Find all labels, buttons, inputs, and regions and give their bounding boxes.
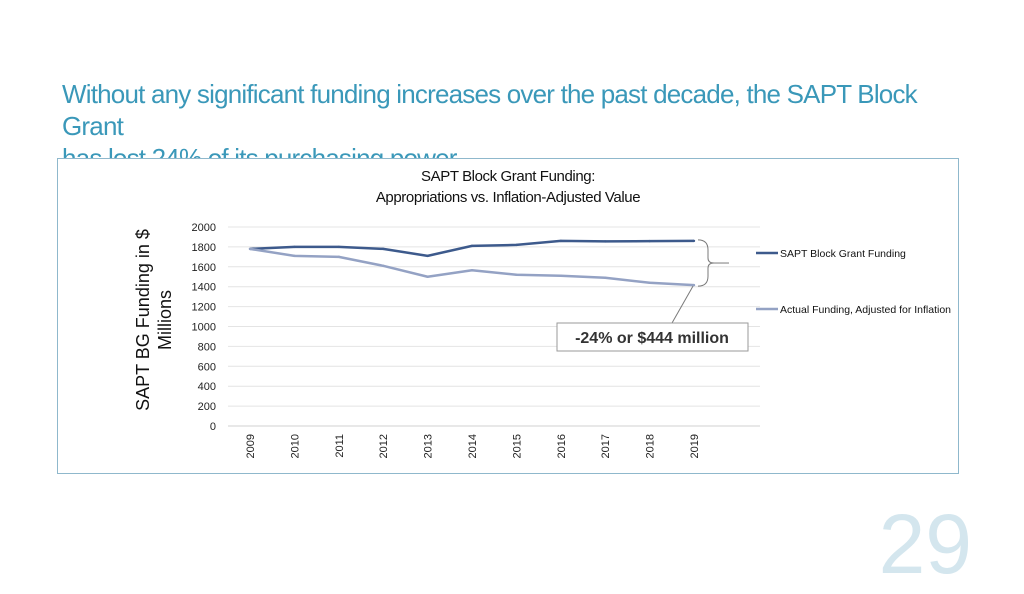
data-point (382, 264, 385, 268)
y-tick-label: 1400 (192, 282, 216, 294)
y-tick-label: 400 (198, 381, 216, 393)
y-tick-label: 1600 (192, 262, 216, 274)
y-tick-label: 200 (198, 401, 216, 413)
x-tick-label: 2018 (645, 434, 657, 458)
callout-box (556, 322, 749, 352)
x-tick-label: 2009 (245, 434, 257, 458)
data-point (648, 239, 651, 243)
callout-text: -24% or $444 million (575, 330, 729, 347)
data-point (293, 254, 296, 258)
data-point (692, 283, 696, 287)
x-tick-label: 2013 (423, 434, 435, 458)
x-tick-label: 2017 (600, 434, 612, 458)
data-point (337, 255, 340, 259)
data-point (559, 239, 562, 243)
data-point (604, 240, 607, 243)
chart-title-line-2: Appropriations vs. Inflation-Adjusted Va… (375, 189, 641, 206)
x-tick-label: 2011 (334, 434, 346, 458)
y-tick-label: 1800 (192, 242, 216, 254)
y-tick-label: 0 (210, 421, 216, 433)
series-line-1 (249, 239, 695, 258)
callout-leader (671, 285, 694, 324)
data-point (648, 281, 651, 284)
y-tick-label: 1200 (192, 302, 216, 314)
data-point (692, 239, 696, 243)
y-tick-label: 800 (198, 341, 216, 353)
x-tick-label: 2012 (378, 434, 390, 458)
data-point (337, 245, 340, 249)
data-point (470, 244, 474, 248)
data-point (515, 243, 518, 247)
legend-label-1: SAPT Block Grant Funding (780, 248, 906, 260)
chart-title: SAPT Block Grant Funding: Appropriations… (57, 166, 959, 208)
slide-title-line-1: Without any significant funding increase… (62, 79, 918, 141)
y-tick-label: 1000 (192, 322, 216, 334)
page-number: 29 (878, 497, 972, 591)
chart-title-line-1: SAPT Block Grant Funding: (421, 168, 595, 185)
y-tick-label: 2000 (192, 222, 216, 234)
data-point (382, 247, 385, 251)
x-tick-label: 2010 (289, 434, 301, 458)
y-tick-label: 600 (198, 361, 216, 373)
data-point (515, 273, 518, 276)
x-tick-label: 2014 (467, 434, 479, 458)
data-point (293, 245, 296, 249)
x-tick-label: 2019 (689, 434, 701, 458)
data-point (248, 247, 252, 251)
x-tick-label: 2015 (511, 434, 523, 458)
data-point (604, 276, 607, 279)
data-point (470, 269, 474, 272)
x-tick-label: 2016 (556, 434, 568, 458)
data-point (559, 274, 562, 277)
data-point (426, 254, 429, 258)
line-chart: 0 200 400 600 800 1000 1200 1400 1600 1800 2000 200… (192, 222, 952, 458)
chart-frame (57, 158, 959, 474)
legend-label-2: Actual Funding, Adjusted for Inflation (780, 304, 951, 316)
data-point (426, 275, 429, 278)
